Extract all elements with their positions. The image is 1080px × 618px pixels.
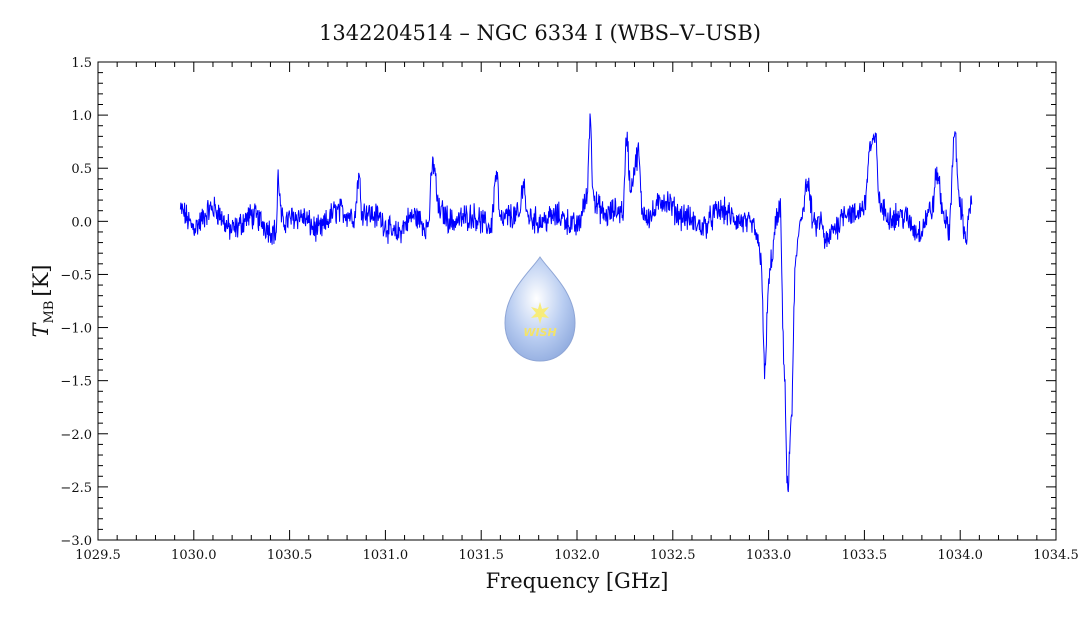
y-tick-label: 1.5 bbox=[71, 56, 92, 71]
x-tick-label: 1033.0 bbox=[746, 548, 792, 563]
y-tick-label: −1.5 bbox=[60, 375, 92, 390]
x-tick-label: 1031.5 bbox=[458, 548, 504, 563]
y-axis-label: TMB [K] bbox=[29, 265, 57, 338]
y-axis-label-unit: [K] bbox=[29, 265, 53, 297]
x-tick-label: 1032.0 bbox=[554, 548, 600, 563]
y-tick-label: 1.0 bbox=[71, 109, 92, 124]
x-axis-label: Frequency [GHz] bbox=[486, 569, 669, 593]
star-icon bbox=[531, 302, 549, 324]
svg-text:WISH: WISH bbox=[523, 326, 556, 339]
wish-logo: WISH bbox=[504, 256, 576, 362]
x-tick-label: 1034.0 bbox=[937, 548, 983, 563]
x-tick-label: 1032.5 bbox=[650, 548, 696, 563]
y-tick-label: −1.0 bbox=[60, 322, 92, 337]
y-tick-label: −0.5 bbox=[60, 268, 92, 283]
chart-title: 1342204514 – NGC 6334 I (WBS–V–USB) bbox=[319, 21, 761, 45]
axis-ticks bbox=[97, 61, 1057, 541]
y-tick-label: −3.0 bbox=[60, 534, 92, 549]
x-tick-label: 1031.0 bbox=[363, 548, 409, 563]
y-tick-label: 0.0 bbox=[71, 215, 92, 230]
plot-frame bbox=[97, 61, 1057, 541]
series-line bbox=[179, 113, 973, 493]
x-tick-label: 1030.0 bbox=[171, 548, 217, 563]
x-tick-labels: 1029.5 1030.0 1030.5 1031.0 1031.5 1032.0 1032… bbox=[75, 548, 1079, 563]
y-tick-label: 0.5 bbox=[71, 162, 92, 177]
x-tick-label: 1030.5 bbox=[267, 548, 313, 563]
x-tick-label: 1029.5 bbox=[75, 548, 121, 563]
y-tick-label: −2.5 bbox=[60, 481, 92, 496]
y-axis-label-symbol: T bbox=[29, 321, 53, 337]
y-axis-label-subscript: MB bbox=[42, 301, 57, 324]
x-tick-label: 1033.5 bbox=[842, 548, 888, 563]
y-tick-label: −2.0 bbox=[60, 428, 92, 443]
x-tick-label: 1034.5 bbox=[1033, 548, 1079, 563]
y-tick-labels: −3.0 −2.5 −2.0 −1.5 −1.0 −0.5 0.0 0.5 1.0 1.5 bbox=[60, 56, 92, 549]
